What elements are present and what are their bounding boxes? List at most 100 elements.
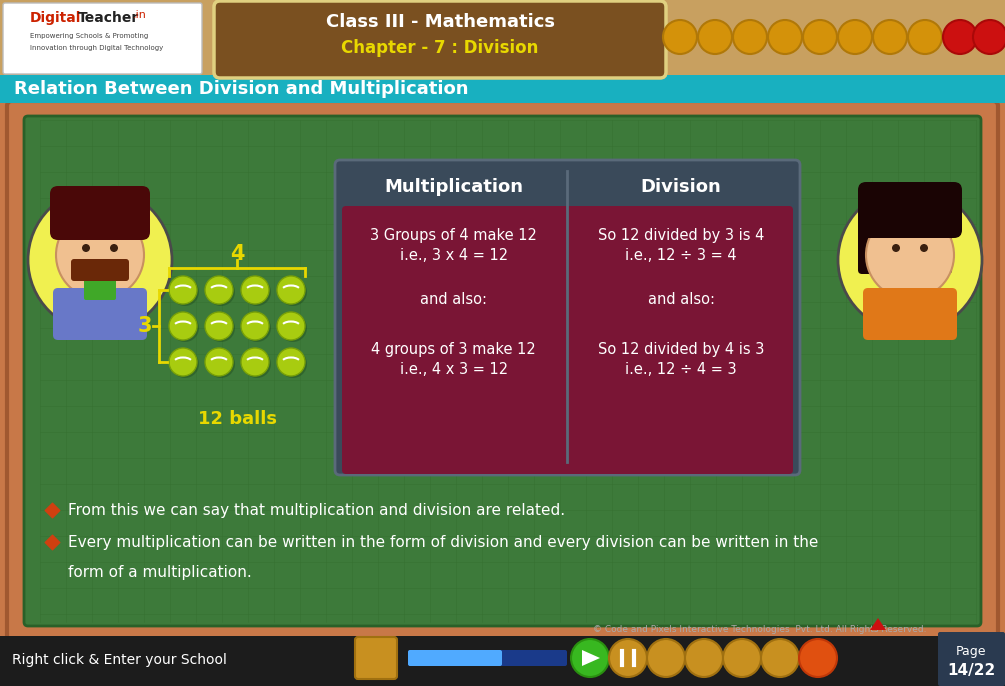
Circle shape (768, 20, 802, 54)
FancyBboxPatch shape (3, 3, 202, 74)
Text: 4 groups of 3 make 12: 4 groups of 3 make 12 (372, 342, 536, 357)
Text: Page: Page (956, 646, 986, 659)
Text: © Code and Pixels Interactive Technologies  Pvt. Ltd. All Rights Reserved.: © Code and Pixels Interactive Technologi… (593, 624, 927, 633)
Text: Digital: Digital (30, 11, 81, 25)
Polygon shape (870, 618, 886, 630)
Text: So 12 divided by 3 is 4: So 12 divided by 3 is 4 (598, 228, 765, 243)
Circle shape (663, 20, 697, 54)
Circle shape (838, 188, 982, 332)
FancyBboxPatch shape (0, 75, 1005, 103)
FancyBboxPatch shape (932, 216, 952, 274)
Circle shape (243, 314, 271, 342)
Text: 12 balls: 12 balls (198, 410, 276, 428)
Text: Class III - Mathematics: Class III - Mathematics (326, 13, 555, 31)
FancyBboxPatch shape (24, 116, 981, 626)
Circle shape (799, 639, 837, 677)
Text: i.e., 3 x 4 = 12: i.e., 3 x 4 = 12 (400, 248, 508, 263)
Text: and also:: and also: (420, 292, 487, 307)
Text: Innovation through Digital Technology: Innovation through Digital Technology (30, 45, 163, 51)
Circle shape (647, 639, 685, 677)
Circle shape (205, 276, 233, 304)
Circle shape (685, 639, 723, 677)
Circle shape (243, 278, 271, 306)
Circle shape (279, 314, 307, 342)
Circle shape (279, 350, 307, 378)
Point (44, 536, 60, 547)
Circle shape (243, 350, 271, 378)
Text: and also:: and also: (648, 292, 715, 307)
Circle shape (973, 20, 1005, 54)
FancyBboxPatch shape (858, 182, 962, 238)
Circle shape (171, 350, 199, 378)
Circle shape (207, 314, 235, 342)
Circle shape (920, 244, 928, 252)
Circle shape (279, 278, 307, 306)
FancyBboxPatch shape (342, 206, 793, 474)
FancyBboxPatch shape (84, 276, 116, 300)
Circle shape (56, 211, 144, 299)
Text: 4: 4 (230, 244, 244, 264)
FancyBboxPatch shape (408, 650, 567, 666)
FancyBboxPatch shape (858, 216, 878, 274)
Circle shape (169, 276, 197, 304)
Circle shape (873, 20, 907, 54)
FancyBboxPatch shape (214, 1, 666, 78)
Circle shape (207, 278, 235, 306)
Circle shape (892, 244, 900, 252)
Text: 3 Groups of 4 make 12: 3 Groups of 4 make 12 (370, 228, 538, 243)
Circle shape (241, 276, 269, 304)
Polygon shape (582, 650, 600, 666)
FancyBboxPatch shape (50, 186, 150, 240)
Circle shape (241, 312, 269, 340)
Text: Multiplication: Multiplication (384, 178, 524, 196)
FancyBboxPatch shape (0, 0, 1005, 75)
Circle shape (28, 188, 172, 332)
Circle shape (277, 276, 305, 304)
Text: Every multiplication can be written in the form of division and every division c: Every multiplication can be written in t… (68, 534, 818, 549)
FancyBboxPatch shape (408, 650, 502, 666)
Circle shape (733, 20, 767, 54)
FancyBboxPatch shape (71, 259, 129, 281)
Circle shape (723, 639, 761, 677)
Circle shape (908, 20, 942, 54)
Circle shape (571, 639, 609, 677)
Circle shape (609, 639, 647, 677)
Text: From this we can say that multiplication and division are related.: From this we can say that multiplication… (68, 503, 565, 517)
Text: Teacher: Teacher (78, 11, 140, 25)
Text: .in: .in (133, 10, 147, 20)
Circle shape (277, 312, 305, 340)
Circle shape (838, 20, 872, 54)
Circle shape (803, 20, 837, 54)
Circle shape (205, 348, 233, 376)
Circle shape (110, 244, 118, 252)
Text: Chapter - 7 : Division: Chapter - 7 : Division (342, 39, 539, 57)
Text: Relation Between Division and Multiplication: Relation Between Division and Multiplica… (14, 80, 468, 98)
Circle shape (761, 639, 799, 677)
Text: Empowering Schools & Promoting: Empowering Schools & Promoting (30, 33, 149, 39)
Text: form of a multiplication.: form of a multiplication. (68, 565, 251, 580)
Text: 14/22: 14/22 (947, 663, 995, 678)
Circle shape (169, 312, 197, 340)
Circle shape (277, 348, 305, 376)
Text: Division: Division (641, 178, 722, 196)
Circle shape (171, 278, 199, 306)
FancyBboxPatch shape (0, 636, 1005, 686)
Circle shape (205, 312, 233, 340)
Circle shape (207, 350, 235, 378)
Text: Right click & Enter your School: Right click & Enter your School (12, 653, 227, 667)
Circle shape (171, 314, 199, 342)
FancyBboxPatch shape (863, 288, 957, 340)
FancyBboxPatch shape (355, 637, 397, 679)
Text: 3: 3 (138, 316, 152, 336)
Text: i.e., 4 x 3 = 12: i.e., 4 x 3 = 12 (400, 362, 508, 377)
Text: So 12 divided by 4 is 3: So 12 divided by 4 is 3 (598, 342, 765, 357)
FancyBboxPatch shape (53, 288, 147, 340)
Circle shape (241, 348, 269, 376)
FancyBboxPatch shape (335, 160, 800, 475)
Circle shape (169, 348, 197, 376)
Circle shape (82, 244, 90, 252)
Text: i.e., 12 ÷ 4 = 3: i.e., 12 ÷ 4 = 3 (625, 362, 737, 377)
Circle shape (698, 20, 732, 54)
FancyBboxPatch shape (7, 101, 998, 641)
Point (44, 504, 60, 515)
